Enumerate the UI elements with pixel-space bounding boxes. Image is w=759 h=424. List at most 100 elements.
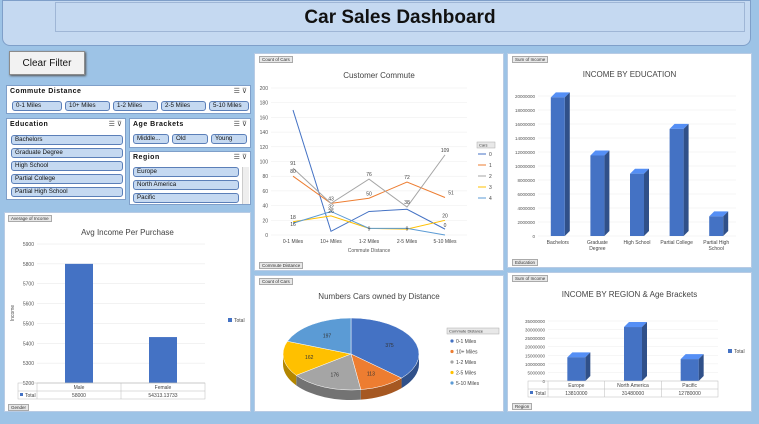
y-tick-label: 20000000: [525, 345, 546, 350]
title-bar: Car Sales Dashboard: [2, 0, 751, 46]
y-tick-label: 5900: [23, 242, 34, 248]
field-button-gender[interactable]: Gender: [8, 404, 30, 411]
data-label: 26: [328, 209, 334, 215]
bar-side: [698, 354, 704, 381]
series-line: [292, 154, 446, 208]
field-button-commute-distance[interactable]: Commute Distance: [259, 262, 304, 269]
bar: [624, 327, 642, 381]
slicer-item-region[interactable]: Europe: [133, 167, 239, 177]
legend-field-label: Commute Distance: [449, 329, 484, 334]
slicer-item-education[interactable]: Partial College: [11, 174, 123, 184]
clear-filter-icon[interactable]: ⊽: [241, 154, 247, 161]
slicer-item-commute[interactable]: 2-5 Miles: [161, 101, 206, 111]
x-tick-label: 5-10 Miles: [433, 239, 457, 245]
data-label: 18: [290, 215, 296, 221]
y-tick-label: 5300: [23, 361, 34, 367]
field-button-average-income[interactable]: Average of Income: [8, 215, 52, 222]
y-tick-label: 6000000: [517, 192, 535, 197]
legend-swatch: [530, 391, 533, 394]
y-tick-label: 80: [262, 174, 268, 180]
slicer-item-region[interactable]: Pacific: [133, 193, 239, 203]
slicer-item-age[interactable]: Middle...: [133, 134, 169, 144]
y-tick-label: 2000000: [517, 220, 535, 225]
data-label: 20: [442, 213, 448, 219]
legend-label: 1: [489, 163, 492, 169]
data-label: 80: [290, 169, 296, 175]
bar: [680, 359, 699, 381]
cars-pie-chart: 375 113 176 162 197 Commute Distance 0-1 Miles…: [282, 317, 500, 400]
field-button-count-cars[interactable]: Count of Cars: [259, 56, 293, 63]
legend-label: 3: [489, 185, 492, 191]
x-tick-label: Male: [74, 385, 85, 391]
legend-field-button: [446, 327, 500, 335]
field-button-sum-income[interactable]: Sum of Income: [512, 275, 549, 282]
data-label: 43: [328, 196, 334, 202]
data-table-value: 31480000: [622, 391, 644, 397]
slicer-education-title: Education: [10, 121, 49, 128]
clear-filter-icon[interactable]: ⊽: [116, 121, 122, 128]
commute-chart-title: Customer Commute: [343, 71, 415, 80]
slicer-item-commute[interactable]: 0-1 Miles: [12, 101, 62, 111]
data-label: 109: [441, 148, 450, 154]
avg-income-panel: Average of Income Avg Income Per Purchas…: [4, 212, 251, 412]
data-label: 51: [448, 191, 454, 197]
field-button-education[interactable]: Education: [512, 259, 539, 266]
slicer-item-region[interactable]: North America: [133, 180, 239, 190]
y-tick-label: 12000000: [515, 150, 536, 155]
slicer-commute-title: Commute Distance: [10, 88, 82, 95]
pie-slice: [350, 317, 420, 379]
y-tick-label: 5800: [23, 262, 34, 268]
bar-top: [709, 211, 729, 217]
slicer-item-education[interactable]: Partial High School: [11, 187, 123, 197]
table-row-label: Total: [535, 391, 546, 397]
slicer-item-education[interactable]: High School: [11, 161, 123, 171]
legend-label: 4: [489, 196, 492, 202]
clear-filter-button[interactable]: Clear Filter: [9, 51, 85, 75]
slicer-item-commute[interactable]: 1-2 Miles: [113, 101, 158, 111]
slicer-scrollbar[interactable]: [242, 167, 249, 204]
pie-slice: [286, 317, 352, 355]
legend-swatch: [450, 349, 454, 354]
slicer-item-commute[interactable]: 10+ Miles: [65, 101, 110, 111]
region-panel: Sum of Income INCOME BY REGION & Age Bra…: [507, 272, 752, 412]
clear-filter-icon[interactable]: ⊽: [241, 88, 247, 95]
field-button-count-cars[interactable]: Count of Cars: [259, 278, 293, 285]
y-tick-label: 5600: [23, 302, 34, 308]
legend-label: Total: [234, 318, 245, 324]
bar: [567, 357, 586, 381]
cars-chart-title: Numbers Cars owned by Distance: [318, 292, 440, 301]
y-tick-label: 120: [260, 145, 269, 151]
bar: [630, 173, 644, 236]
slicer-item-education[interactable]: Bachelors: [11, 135, 123, 145]
slicer-age-title: Age Brackets: [133, 121, 184, 128]
y-tick-label: 180: [260, 101, 269, 107]
bar-top: [630, 168, 649, 174]
slicer-item-education[interactable]: Graduate Degree: [11, 148, 123, 158]
x-tick-label: Europe: [568, 383, 584, 389]
pie-data-label: 162: [305, 355, 314, 361]
y-tick-label: 5000000: [527, 370, 545, 375]
slicer-item-commute[interactable]: 5-10 Miles: [209, 101, 249, 111]
y-tick-label: 20: [262, 218, 268, 224]
multi-select-icon[interactable]: ☰: [233, 88, 240, 95]
legend-label: 2-5 Miles: [456, 371, 477, 377]
multi-select-icon[interactable]: ☰: [108, 121, 115, 128]
bar-side: [642, 322, 647, 381]
multi-select-icon[interactable]: ☰: [233, 121, 240, 128]
education-panel: Sum of Income INCOME BY EDUCATION 0 20000…: [507, 53, 752, 268]
field-button-region[interactable]: Region: [512, 403, 533, 410]
slicer-item-age[interactable]: Young: [211, 134, 247, 144]
region-chart: 0 5000000 10000000 15000000 20000000 25000000…: [525, 319, 745, 398]
slicer-item-age[interactable]: Old: [172, 134, 208, 144]
field-button-sum-income[interactable]: Sum of Income: [512, 56, 549, 63]
y-tick-label: 40: [262, 204, 268, 210]
y-tick-label: 5700: [23, 282, 34, 288]
y-tick-label: 10000000: [515, 164, 536, 169]
clear-filter-icon[interactable]: ⊽: [241, 121, 247, 128]
data-label: 76: [366, 172, 372, 178]
education-chart-title: INCOME BY EDUCATION: [582, 70, 677, 79]
multi-select-icon[interactable]: ☰: [233, 154, 240, 161]
legend-swatch: [228, 318, 232, 322]
data-label: 32: [328, 204, 334, 210]
y-axis-label: Income: [10, 305, 16, 322]
